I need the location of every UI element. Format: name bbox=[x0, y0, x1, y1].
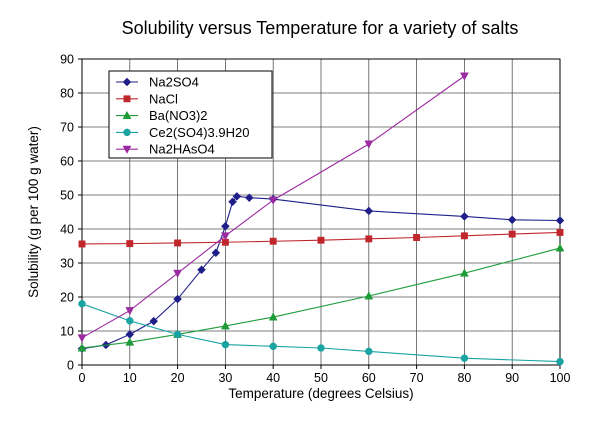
x-tick-label: 30 bbox=[218, 371, 232, 385]
legend-item-ba-no3-2: Ba(NO3)2 bbox=[116, 108, 208, 123]
legend-item-na2so4: Na2SO4 bbox=[116, 75, 199, 90]
y-tick-label: 30 bbox=[60, 257, 74, 271]
data-point-nacl bbox=[78, 240, 86, 248]
x-tick-label: 90 bbox=[505, 371, 519, 385]
data-point-ce2-so4-3-9h20 bbox=[317, 344, 325, 352]
x-tick-label: 80 bbox=[457, 371, 471, 385]
legend-marker-nacl bbox=[123, 95, 131, 103]
data-point-ce2-so4-3-9h20 bbox=[269, 342, 277, 351]
x-tick-label: 10 bbox=[123, 371, 137, 385]
series-layer bbox=[77, 72, 565, 366]
data-point-na2so4 bbox=[173, 294, 182, 304]
data-point-ba-no3-2 bbox=[77, 343, 87, 352]
data-point-nacl bbox=[269, 237, 277, 245]
data-point-na2so4 bbox=[211, 248, 221, 258]
data-point-na2haso4 bbox=[220, 232, 230, 241]
legend-box bbox=[108, 70, 273, 159]
y-tick-label: 10 bbox=[60, 325, 74, 339]
x-tick-label: 0 bbox=[79, 371, 86, 385]
legend-label-ba-no3-2: Ba(NO3)2 bbox=[149, 108, 208, 123]
data-point-ce2-so4-3-9h20 bbox=[365, 347, 373, 356]
series-line-ba-no3-2 bbox=[81, 247, 561, 349]
data-point-na2so4 bbox=[460, 212, 469, 221]
legend-item-na2haso4: Na2HAsO4 bbox=[116, 142, 215, 157]
y-tick-label: 40 bbox=[60, 223, 74, 237]
data-point-na2so4 bbox=[149, 316, 159, 326]
data-point-na2haso4 bbox=[459, 72, 469, 81]
y-tick-label: 50 bbox=[60, 189, 74, 203]
data-point-ce2-so4-3-9h20 bbox=[126, 317, 134, 325]
legend-label-ce2-so4-3-9h20: Ce2(SO4)3.9H20 bbox=[149, 125, 249, 140]
y-tick-label: 0 bbox=[67, 359, 74, 373]
data-point-ce2-so4-3-9h20 bbox=[173, 330, 182, 339]
x-tick-label: 50 bbox=[314, 371, 328, 385]
data-point-na2haso4 bbox=[77, 334, 87, 343]
legend-label-nacl: NaCl bbox=[149, 91, 178, 106]
data-point-ce2-so4-3-9h20 bbox=[460, 354, 469, 362]
data-point-ba-no3-2 bbox=[459, 268, 469, 277]
data-point-na2so4 bbox=[244, 193, 254, 203]
data-point-na2haso4 bbox=[173, 269, 183, 278]
x-tick-label: 40 bbox=[266, 371, 280, 385]
legend-marker-ba-no3-2 bbox=[122, 110, 132, 120]
data-point-ce2-so4-3-9h20 bbox=[221, 340, 230, 349]
legend-label-na2haso4: Na2HAsO4 bbox=[149, 142, 215, 157]
chart-title: Solubility versus Temperature for a vari… bbox=[122, 18, 519, 38]
data-point-ba-no3-2 bbox=[364, 291, 374, 300]
data-point-na2so4 bbox=[125, 330, 135, 339]
data-point-na2so4 bbox=[364, 206, 374, 216]
y-tick-label: 60 bbox=[60, 155, 74, 169]
data-point-ce2-so4-3-9h20 bbox=[78, 300, 86, 308]
y-tick-label: 80 bbox=[60, 87, 74, 101]
y-tick-label: 90 bbox=[60, 53, 74, 67]
legend-item-nacl: NaCl bbox=[116, 91, 178, 106]
data-point-nacl bbox=[460, 232, 468, 240]
data-point-nacl bbox=[174, 239, 182, 247]
data-point-nacl bbox=[317, 236, 325, 244]
data-point-na2so4 bbox=[228, 197, 237, 207]
x-tick-label: 60 bbox=[362, 371, 376, 385]
data-point-nacl bbox=[508, 230, 516, 238]
data-point-ba-no3-2 bbox=[125, 337, 135, 346]
y-tick-label: 20 bbox=[60, 291, 74, 305]
data-point-na2so4 bbox=[232, 192, 242, 201]
series-line-na2so4 bbox=[81, 195, 561, 350]
x-tick-label: 20 bbox=[171, 371, 185, 385]
data-point-na2haso4 bbox=[268, 196, 278, 205]
x-tick-label: 100 bbox=[550, 371, 571, 385]
data-point-ba-no3-2 bbox=[268, 312, 278, 321]
x-axis-label: Temperature (degrees Celsius) bbox=[228, 386, 413, 401]
data-point-na2so4 bbox=[507, 215, 517, 225]
series-ce2-so4-3-9h20 bbox=[78, 300, 564, 366]
series-na2haso4 bbox=[77, 72, 469, 343]
data-point-na2so4 bbox=[555, 216, 565, 225]
data-point-ba-no3-2 bbox=[220, 321, 230, 330]
data-point-ba-no3-2 bbox=[555, 243, 565, 252]
legend-item-ce2-so4-3-9h20: Ce2(SO4)3.9H20 bbox=[116, 125, 249, 140]
data-point-nacl bbox=[413, 234, 421, 241]
legend-marker-ce2-so4-3-9h20 bbox=[123, 128, 131, 137]
data-point-na2so4 bbox=[197, 265, 206, 275]
legend-marker-na2haso4 bbox=[122, 145, 132, 154]
data-point-ce2-so4-3-9h20 bbox=[556, 357, 564, 366]
legend-marker-na2so4 bbox=[122, 77, 132, 87]
data-point-nacl bbox=[365, 235, 373, 243]
data-point-na2haso4 bbox=[125, 307, 135, 316]
data-point-nacl bbox=[556, 228, 564, 236]
x-tick-label: 70 bbox=[410, 371, 424, 385]
series-nacl bbox=[78, 228, 564, 248]
y-tick-label: 70 bbox=[60, 121, 74, 135]
data-point-nacl bbox=[126, 240, 134, 248]
data-point-na2so4 bbox=[221, 221, 230, 231]
axis-ticks: 0 10 20 30 40 50 60 70 80 90 100 0 10 20 30 40 50 60 70 80 9… bbox=[60, 53, 570, 386]
legend-label-na2so4: Na2SO4 bbox=[149, 75, 199, 90]
data-point-na2haso4 bbox=[364, 140, 374, 149]
y-axis-label: Solubility (g per 100 g water) bbox=[26, 126, 41, 298]
